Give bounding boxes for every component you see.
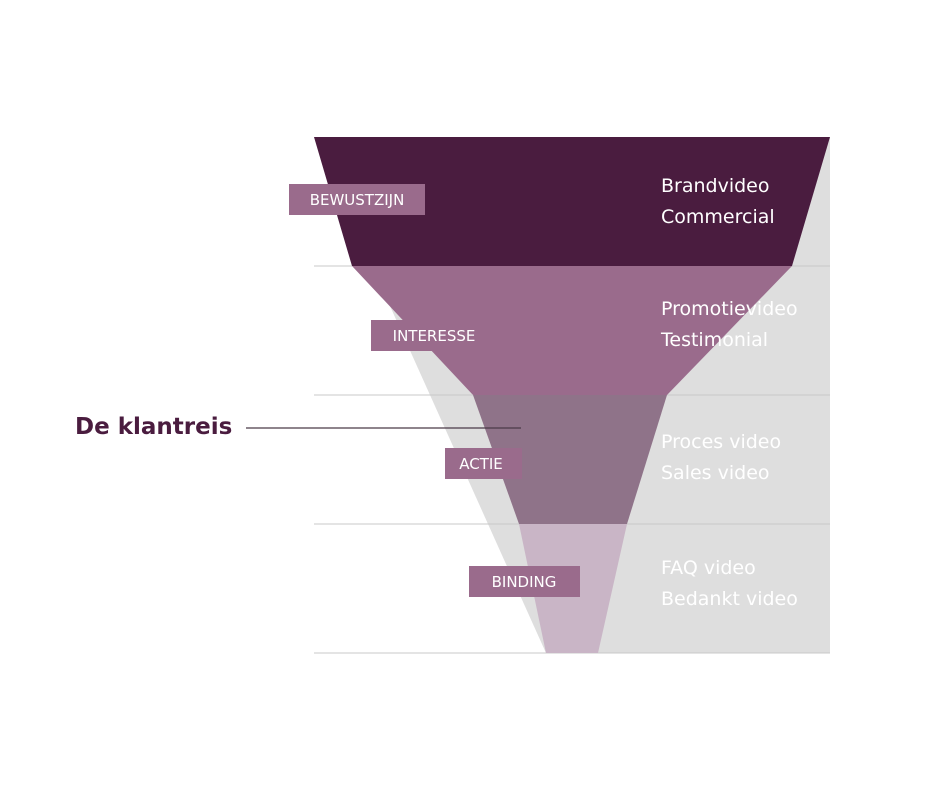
funnel-segment-bewustzijn xyxy=(314,137,830,266)
stage-label-text: BEWUSTZIJN xyxy=(310,191,405,209)
diagram-title: De klantreis xyxy=(75,414,232,440)
left-dividers xyxy=(314,265,546,654)
stage-label-box xyxy=(469,566,580,597)
video-item: Brandvideo xyxy=(661,175,770,197)
funnel-segment-interesse xyxy=(352,266,792,395)
stage-label-box xyxy=(445,448,522,479)
video-item: FAQ video xyxy=(661,557,756,579)
funnel-segment-actie xyxy=(473,395,667,524)
video-item: Promotievideo xyxy=(661,298,798,320)
video-item: Bedankt video xyxy=(661,588,798,610)
video-list-binding: FAQ video Bedankt video xyxy=(661,557,798,610)
stage-label-text: BINDING xyxy=(492,573,557,591)
video-list-actie: Proces video Sales video xyxy=(661,431,781,484)
video-item: Proces video xyxy=(661,431,781,453)
video-item: Commercial xyxy=(661,206,775,228)
stage-label-binding: BINDING xyxy=(469,566,580,597)
stage-label-bewustzijn: BEWUSTZIJN xyxy=(289,184,425,215)
stage-label-text: INTERESSE xyxy=(393,327,476,345)
stage-label-actie: ACTIE xyxy=(445,448,522,479)
video-list-interesse: Promotievideo Testimonial xyxy=(660,298,798,351)
stage-label-box xyxy=(371,320,497,351)
video-item: Testimonial xyxy=(660,329,768,351)
stage-label-text: ACTIE xyxy=(459,455,503,473)
video-item: Sales video xyxy=(661,462,770,484)
video-list-bewustzijn: Brandvideo Commercial xyxy=(661,175,775,228)
stage-label-interesse: INTERESSE xyxy=(371,320,497,351)
stage-label-box xyxy=(289,184,425,215)
